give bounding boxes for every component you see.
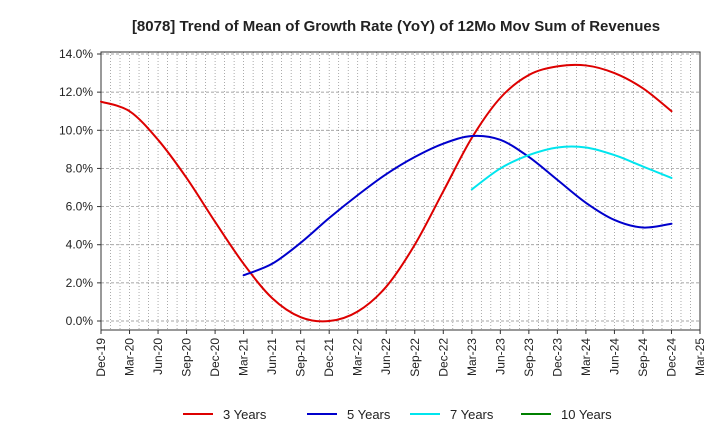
- y-axis-ticks: 0.0% 2.0% 4.0% 6.0% 8.0% 10.0% 12.0% 14.0%: [59, 47, 101, 328]
- x-tick-label: Jun-20: [151, 338, 165, 375]
- x-tick-label: Jun-24: [607, 338, 621, 375]
- x-tick-label: Dec-23: [550, 338, 564, 377]
- x-tick-label: Sep-21: [294, 338, 308, 377]
- y-tick-label: 4.0%: [66, 238, 94, 252]
- series-layer: [100, 63, 673, 323]
- x-tick-label: Jun-22: [379, 338, 393, 375]
- series-line-5-years: [242, 134, 673, 277]
- y-tick-label: 14.0%: [59, 47, 93, 61]
- y-tick-label: 6.0%: [66, 200, 94, 214]
- x-tick-label: Sep-22: [408, 338, 422, 377]
- x-tick-label: Mar-23: [465, 338, 479, 376]
- legend-label-3-years: 3 Years: [223, 407, 267, 422]
- legend: 3 Years 5 Years 7 Years 10 Years: [183, 407, 612, 422]
- x-tick-label: Mar-22: [351, 338, 365, 376]
- x-tick-label: Dec-22: [436, 338, 450, 377]
- y-tick-label: 10.0%: [59, 123, 93, 137]
- x-tick-label: Dec-20: [208, 338, 222, 377]
- x-tick-label: Mar-25: [693, 338, 707, 376]
- plot-area: [101, 52, 700, 330]
- legend-label-10-years: 10 Years: [561, 407, 612, 422]
- x-tick-label: Mar-21: [237, 338, 251, 376]
- x-tick-label: Dec-21: [322, 338, 336, 377]
- plot-frame: [100, 51, 701, 331]
- legend-label-7-years: 7 Years: [450, 407, 494, 422]
- x-tick-label: Dec-19: [94, 338, 108, 377]
- y-tick-label: 2.0%: [66, 276, 94, 290]
- x-tick-label: Dec-24: [664, 338, 678, 377]
- chart-title: [8078] Trend of Mean of Growth Rate (YoY…: [132, 18, 660, 35]
- y-tick-label: 0.0%: [66, 314, 94, 328]
- grid: [101, 52, 700, 330]
- y-tick-label: 8.0%: [66, 161, 94, 175]
- x-tick-label: Jun-23: [493, 338, 507, 375]
- axes: [100, 51, 701, 331]
- series-line-7-years: [470, 145, 673, 191]
- x-tick-label: Mar-20: [123, 338, 137, 376]
- x-tick-label: Sep-24: [636, 338, 650, 377]
- x-tick-label: Sep-23: [522, 338, 536, 377]
- x-tick-label: Mar-24: [579, 338, 593, 376]
- series-line-3-years: [100, 63, 673, 323]
- x-tick-label: Sep-20: [180, 338, 194, 377]
- x-axis-ticks: Dec-19 Mar-20 Jun-20 Sep-20 Dec-20 Mar-21 Jun-…: [94, 330, 707, 377]
- x-tick-label: Jun-21: [265, 338, 279, 375]
- legend-label-5-years: 5 Years: [347, 407, 391, 422]
- y-tick-label: 12.0%: [59, 85, 93, 99]
